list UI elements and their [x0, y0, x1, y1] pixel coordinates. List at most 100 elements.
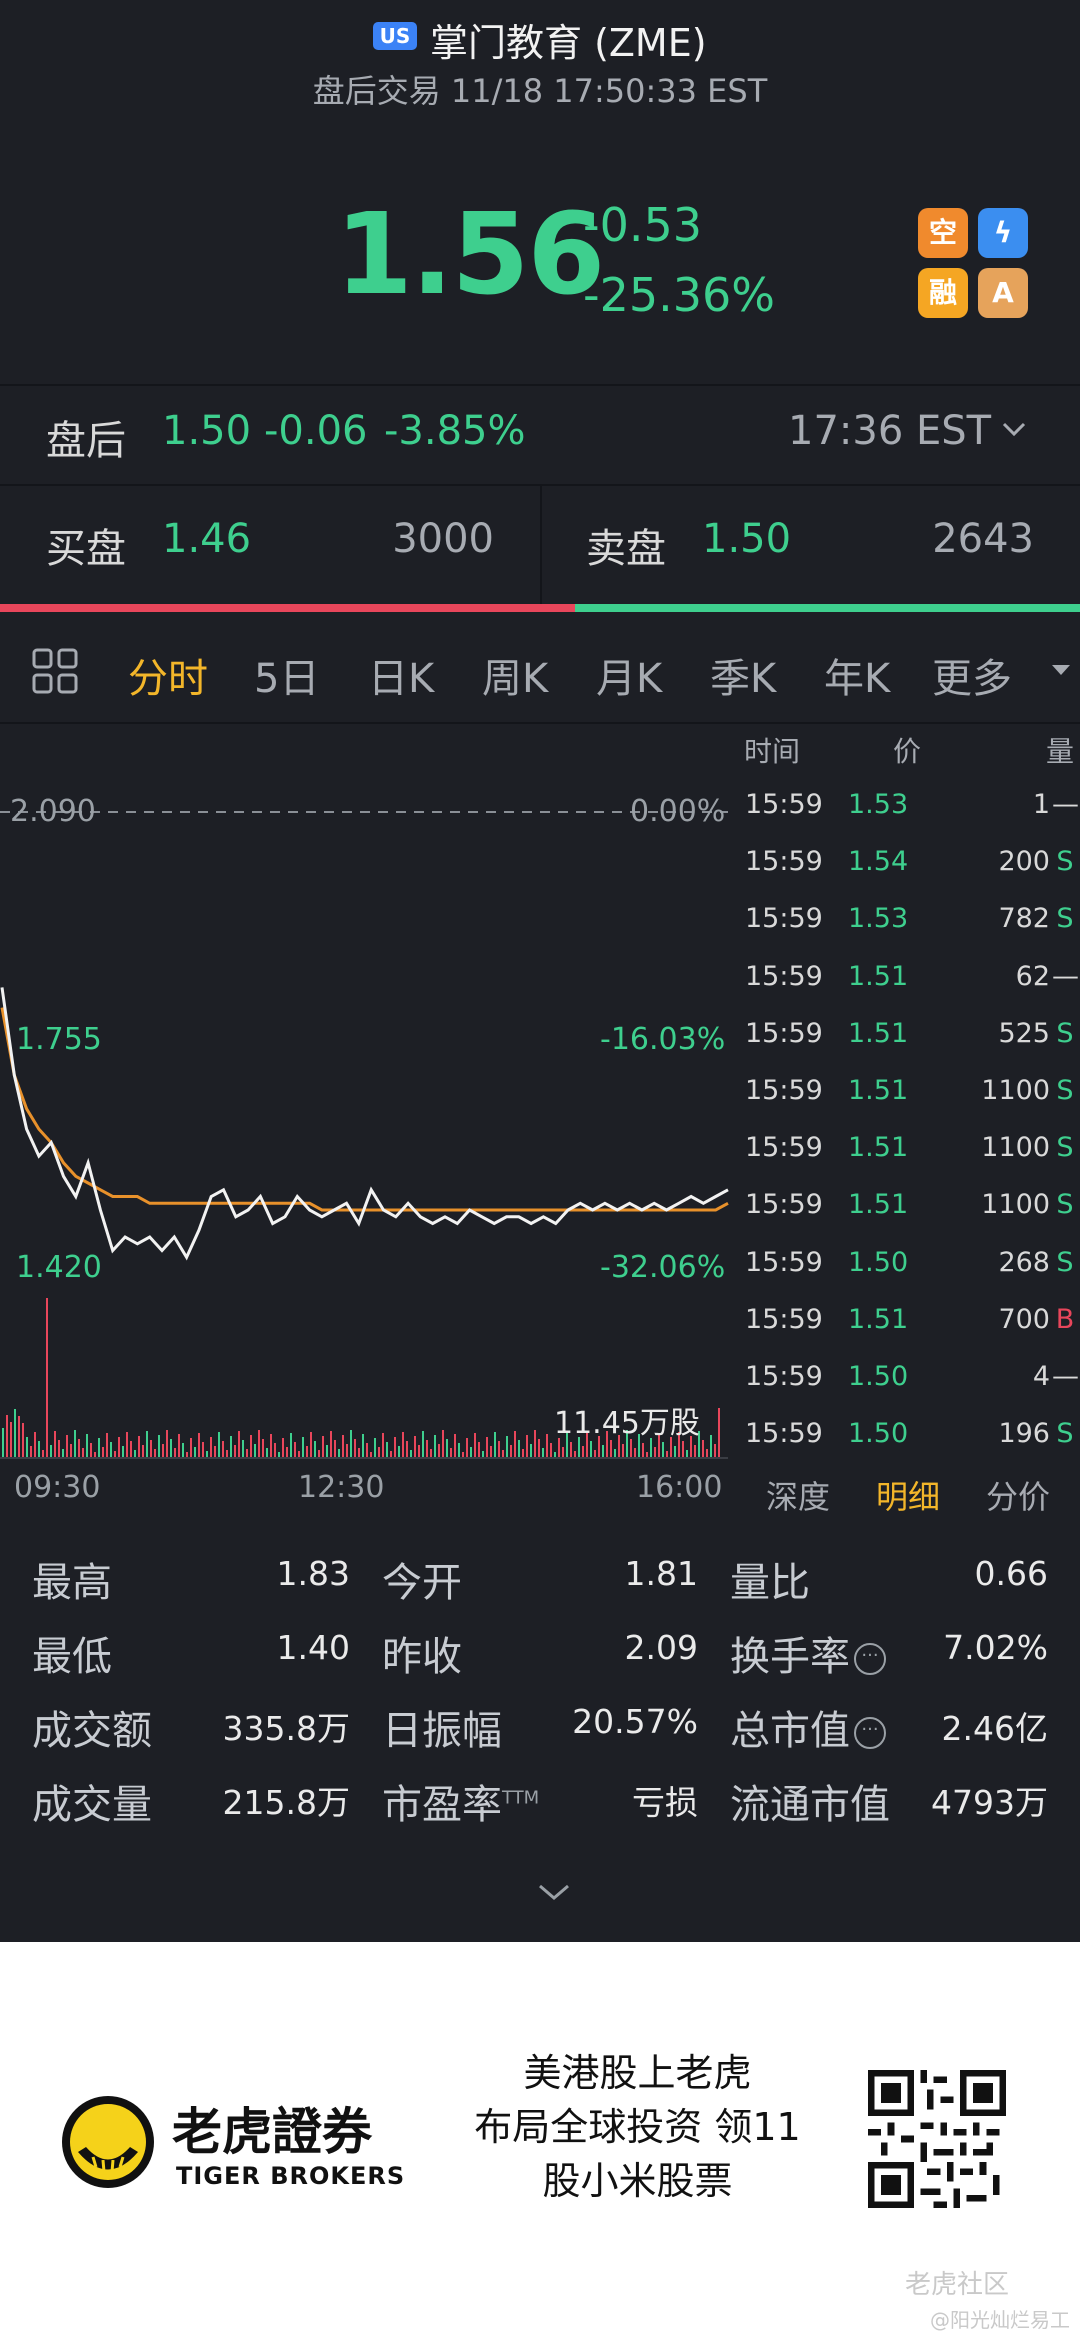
tick-row: 15:59 1.50 196 S: [740, 1418, 1080, 1475]
volume-bar: [346, 1444, 348, 1458]
tick-side: S: [1056, 1418, 1074, 1450]
volume-bar: [522, 1449, 524, 1458]
tick-volume: 1100: [981, 1075, 1050, 1106]
tab-intraday[interactable]: 分时: [128, 656, 208, 702]
volume-bar: [474, 1433, 476, 1458]
tab-price-dist[interactable]: 分价: [986, 1478, 1051, 1516]
volume-bar: [682, 1441, 684, 1458]
volume-bar: [342, 1435, 344, 1458]
volume-bar: [550, 1443, 552, 1458]
volume-bar: [630, 1439, 632, 1458]
volume-bar: [294, 1442, 296, 1458]
tab-details[interactable]: 明细: [876, 1478, 941, 1516]
tick-price: 1.54: [848, 846, 909, 878]
tab-depth[interactable]: 深度: [766, 1478, 831, 1516]
intraday-chart[interactable]: [0, 724, 736, 1484]
grid-menu-icon[interactable]: [32, 648, 78, 694]
tick-volume: 200: [998, 846, 1050, 878]
volume-bar: [318, 1450, 320, 1458]
tick-row: 15:59 1.51 700 B: [740, 1304, 1080, 1361]
volume-bar: [506, 1436, 508, 1458]
market-badge: US: [373, 22, 417, 50]
volume-bar: [594, 1450, 596, 1458]
tick-price: 1.51: [848, 1132, 909, 1164]
volume-bar: [450, 1448, 452, 1458]
stat-label: 日振幅: [382, 1708, 502, 1754]
volume-bar: [78, 1439, 80, 1458]
margin-icon[interactable]: 融: [918, 268, 968, 318]
tick-row: 15:59 1.50 4—: [740, 1361, 1080, 1418]
ticks-header-price: 价: [893, 735, 922, 768]
lightning-trade-icon[interactable]: ϟ: [978, 208, 1028, 258]
volume-bar: [566, 1433, 568, 1458]
volume-bar: [354, 1439, 356, 1458]
tab-more[interactable]: 更多: [932, 656, 1012, 702]
tick-time: 15:59: [745, 846, 823, 878]
volume-bar: [518, 1440, 520, 1458]
volume-bar: [142, 1445, 144, 1458]
tab-day-k[interactable]: 日K: [368, 656, 435, 702]
volume-bar: [578, 1437, 580, 1458]
volume-bar: [714, 1444, 716, 1458]
volume-bar: [278, 1452, 280, 1458]
tab-year-k[interactable]: 年K: [824, 656, 891, 702]
caret-down-icon[interactable]: [1050, 662, 1072, 678]
volume-bar: [242, 1440, 244, 1458]
volume-bar: [174, 1448, 176, 1458]
tick-price: 1.51: [848, 1189, 909, 1221]
tick-price: 1.53: [848, 789, 909, 820]
expand-chevron-icon[interactable]: [536, 1880, 572, 1904]
tab-month-k[interactable]: 月K: [596, 656, 663, 702]
learn-icon[interactable]: A: [978, 268, 1028, 318]
volume-bar: [146, 1431, 148, 1458]
volume-bar: [46, 1298, 48, 1458]
author-watermark: @阳光灿烂易工: [930, 2308, 1070, 2332]
chevron-down-icon[interactable]: [1000, 415, 1028, 443]
tick-side: S: [1056, 1189, 1074, 1221]
tab-5day[interactable]: 5日: [254, 656, 320, 702]
tick-side: S: [1056, 1246, 1074, 1278]
volume-bar: [614, 1449, 616, 1458]
community-watermark: 老虎社区: [905, 2270, 1010, 2300]
volume-bar: [426, 1440, 428, 1458]
tab-week-k[interactable]: 周K: [482, 656, 549, 702]
price-line: [0, 987, 729, 1261]
volume-bar: [542, 1448, 544, 1458]
volume-bar: [238, 1431, 240, 1458]
volume-bar: [470, 1447, 472, 1458]
volume-bar: [98, 1438, 100, 1458]
info-icon[interactable]: ···: [854, 1717, 886, 1749]
stat-value: 0.66: [974, 1554, 1048, 1593]
short-sell-icon[interactable]: 空: [918, 208, 968, 258]
tiger-logo-icon: [62, 2096, 154, 2188]
tick-row: 15:59 1.51 1100 S: [740, 1189, 1080, 1246]
volume-bar: [666, 1451, 668, 1458]
volume-bar: [530, 1444, 532, 1458]
info-icon[interactable]: ···: [854, 1643, 886, 1675]
volume-bar: [654, 1447, 656, 1458]
volume-bar: [262, 1439, 264, 1458]
tick-time: 15:59: [745, 1075, 823, 1106]
tick-price: 1.51: [848, 1075, 909, 1106]
tab-quarter-k[interactable]: 季K: [710, 656, 777, 702]
volume-bar: [546, 1434, 548, 1458]
y-top-label: 2.090: [10, 794, 96, 829]
volume-bar: [110, 1442, 112, 1458]
tick-side: S: [1056, 846, 1074, 878]
volume-bar: [606, 1431, 608, 1458]
tick-price: 1.51: [848, 1303, 909, 1335]
tick-time: 15:59: [745, 903, 823, 935]
volume-bar: [138, 1436, 140, 1458]
volume-bar: [34, 1432, 36, 1458]
volume-bar: [686, 1450, 688, 1458]
stat-value: 7.02%: [943, 1628, 1048, 1667]
volume-bar: [590, 1441, 592, 1458]
volume-bar: [42, 1450, 44, 1458]
volume-bar: [478, 1442, 480, 1458]
volume-bar: [158, 1435, 160, 1458]
volume-bar: [538, 1439, 540, 1458]
stat-value: 215.8万: [222, 1783, 350, 1822]
volume-bar: [358, 1448, 360, 1458]
volume-bar: [198, 1433, 200, 1458]
volume-bar: [454, 1434, 456, 1458]
